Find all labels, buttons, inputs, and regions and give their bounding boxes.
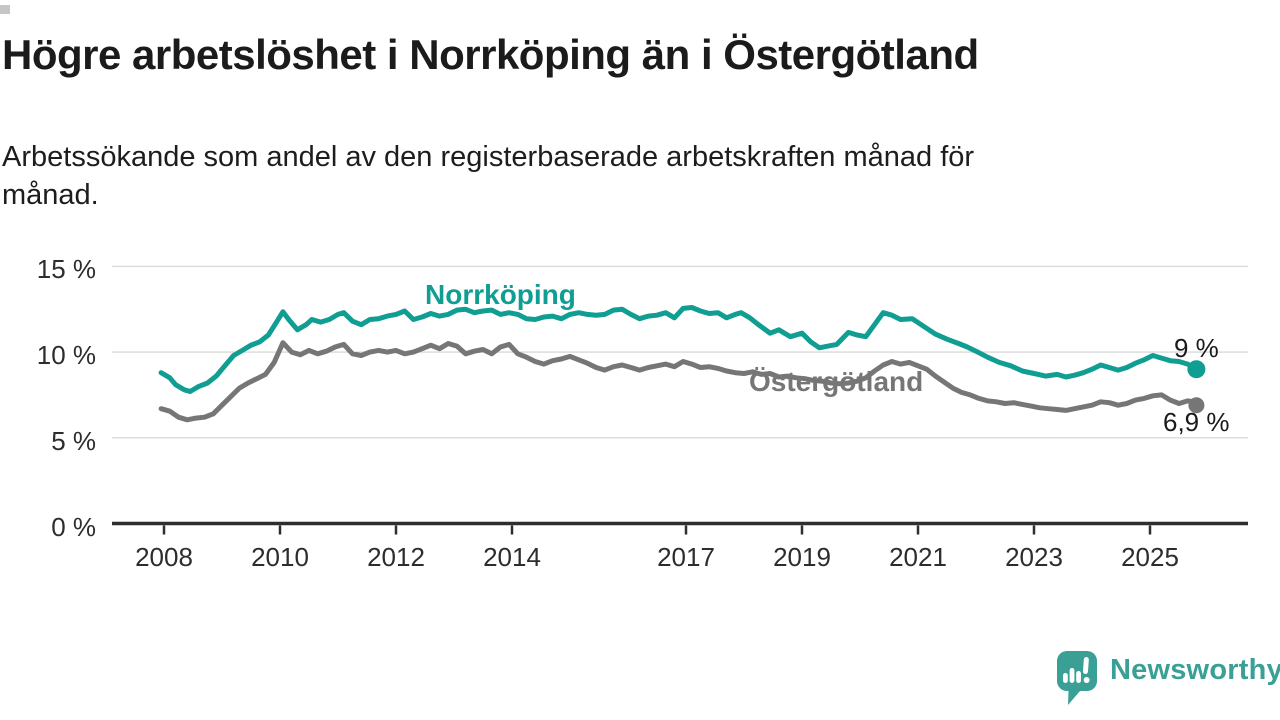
x-tick-label-2025: 2025 (1121, 542, 1179, 572)
y-tick-label-10: 10 % (36, 340, 96, 371)
screenshot-edge-artifact (0, 5, 10, 14)
series-end-dot-Östergötland (1188, 397, 1205, 414)
newsworthy-logo-text: Newsworthy (1110, 654, 1280, 686)
x-tick-label-2008: 2008 (135, 542, 193, 572)
page-title: Högre arbetslöshet i Norrköping än i Öst… (2, 31, 979, 78)
x-tick-label-2023: 2023 (1005, 542, 1063, 572)
x-tick-label-2010: 2010 (251, 542, 309, 572)
y-tick-label-5: 5 % (51, 425, 96, 456)
newsworthy-logo-icon (1057, 651, 1097, 705)
x-tick-label-2012: 2012 (367, 542, 425, 572)
logo-bar-chart-glyph (1063, 657, 1090, 683)
x-tick-label-2021: 2021 (889, 542, 947, 572)
series-end-dot-Norrköping (1187, 360, 1206, 379)
y-tick-label-15: 15 % (36, 254, 96, 285)
x-tick-label-2017: 2017 (657, 542, 715, 572)
end-value-label-ostergotland: 6,9 % (1163, 407, 1230, 437)
series-line-Östergötland (158, 340, 1199, 423)
x-tick-label-2019: 2019 (773, 542, 831, 572)
subtitle-line-2: månad. (2, 179, 99, 211)
series-label-ostergotland: Östergötland (749, 366, 924, 397)
chart-subtitle: Arbetssökande som andel av den registerb… (2, 138, 1232, 214)
x-tick-label-2014: 2014 (483, 542, 541, 572)
newsworthy-logo: Newsworthy (1055, 649, 1280, 706)
end-value-label-norrkoping: 9 % (1174, 333, 1219, 363)
y-tick-label-0: 0 % (51, 511, 96, 542)
subtitle-line-1: Arbetssökande som andel av den registerb… (2, 141, 975, 173)
series-label-norrkoping: Norrköping (425, 279, 576, 310)
series-line-Norrköping (158, 305, 1199, 394)
